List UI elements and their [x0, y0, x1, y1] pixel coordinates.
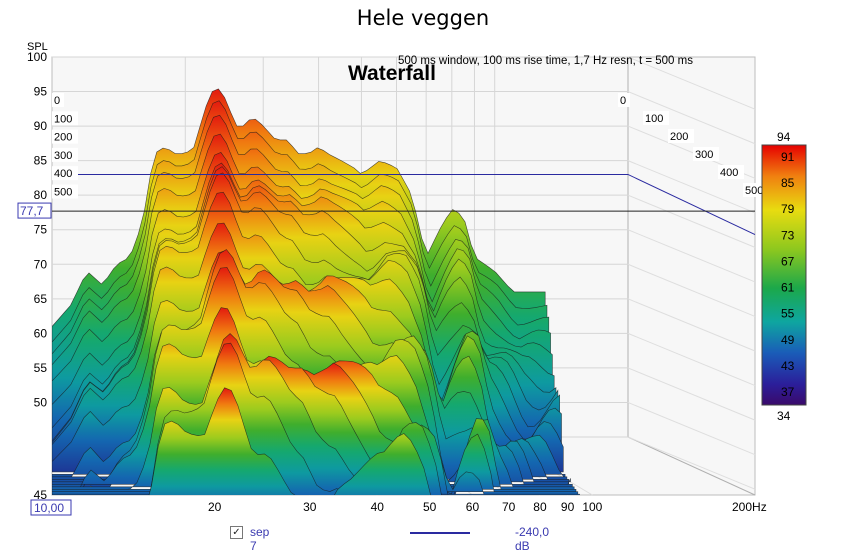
colorbar-tick-label: 55: [781, 307, 795, 321]
side-gridline: [627, 229, 756, 283]
x-tick-label: 70: [502, 500, 516, 514]
side-gridline: [627, 160, 756, 214]
colorbar-tick-label: 61: [781, 281, 795, 295]
y-tick-label: 75: [34, 223, 48, 237]
colorbar-tick-label: 79: [781, 202, 795, 216]
side-gridline: [627, 263, 756, 317]
x-start-box: [30, 499, 72, 516]
time-label-bg: [668, 129, 694, 143]
x-tick-label: 30: [303, 500, 317, 514]
side-gridline: [627, 332, 756, 387]
series-checkbox[interactable]: ✓: [230, 526, 243, 539]
chart-title: Hele veggen: [356, 6, 490, 30]
y-tick-label: 80: [34, 188, 48, 202]
time-label-right: 200: [670, 131, 688, 143]
y-tick-label: 100: [27, 50, 47, 64]
threshold-line: [52, 173, 756, 236]
cursor-value-box: [17, 202, 52, 219]
x-tick-label: 40: [371, 500, 385, 514]
time-label-bg: [718, 165, 744, 179]
colorbar-tick-label: 49: [781, 333, 795, 347]
cursor-value: 77,7: [20, 204, 44, 218]
time-label-left: 300: [54, 150, 72, 162]
legend-series-name: sep 7: [250, 525, 270, 553]
time-label-left: 400: [54, 168, 72, 180]
legend-line-swatch: [410, 532, 470, 534]
colorbar-tick-label: 91: [781, 150, 795, 164]
chart-subtitle: Waterfall: [348, 62, 436, 85]
colorbar-max-label: 94: [777, 130, 791, 144]
colorbar-tick-label: 43: [781, 359, 795, 373]
x-tick-label: 90: [561, 500, 575, 514]
y-tick-label: 90: [34, 119, 48, 133]
y-tick-label: 95: [34, 85, 48, 99]
colorbar: [761, 144, 807, 406]
time-label-left: 0: [54, 95, 60, 107]
time-label-right: 100: [645, 113, 663, 125]
time-label-bg: [52, 129, 78, 144]
side-gridline: [627, 401, 756, 456]
side-gridline: [627, 56, 756, 110]
colorbar-tick-label: 73: [781, 228, 795, 242]
time-label-right: 500: [745, 185, 763, 197]
side-gridline: [627, 367, 756, 421]
time-label-bg: [52, 147, 78, 162]
depth-edge: [627, 436, 756, 496]
x-start-label: 10,00: [34, 501, 64, 515]
x-tick-label: 20: [208, 500, 222, 514]
y-tick-label: 65: [34, 292, 48, 306]
time-label-bg: [52, 184, 78, 199]
y-tick-label: 70: [34, 257, 48, 271]
time-label-bg: [52, 166, 78, 181]
window-info: 500 ms window, 100 ms rise time, 1,7 Hz …: [398, 55, 693, 67]
time-label-bg: [52, 111, 78, 126]
side-gridline: [627, 298, 756, 352]
side-gridline: [627, 436, 756, 490]
x-tick-label: 80: [533, 500, 547, 514]
time-label-bg: [643, 111, 669, 125]
colorbar-tick-label: 67: [781, 254, 795, 268]
x-tick-label: 60: [466, 500, 480, 514]
time-label-bg: [52, 93, 64, 107]
y-tick-label: 45: [34, 488, 48, 502]
side-gridline: [627, 194, 756, 248]
x-tick-label: 100: [582, 500, 602, 514]
y-tick-label: 55: [34, 361, 48, 375]
time-label-right: 0: [620, 95, 626, 107]
colorbar-tick-label: 37: [781, 385, 795, 399]
side-gridline: [627, 91, 756, 145]
time-label-right: 400: [720, 167, 738, 179]
y-tick-label: 85: [34, 154, 48, 168]
x-tick-label: 50: [423, 500, 437, 514]
time-label-left: 200: [54, 132, 72, 144]
x-end-label: 200Hz: [732, 500, 767, 514]
waterfall-slice: [148, 387, 431, 495]
time-label-bg: [693, 147, 719, 161]
y-tick-label: 50: [34, 395, 48, 409]
colorbar-tick-label: 85: [781, 176, 795, 190]
time-label-left: 100: [54, 113, 72, 125]
y-tick-label: 60: [34, 326, 48, 340]
colorbar-min-label: 34: [777, 409, 791, 423]
y-axis-label: SPL: [27, 41, 48, 53]
time-label-bg: [618, 93, 630, 107]
time-label-left: 500: [54, 187, 72, 199]
time-label-right: 300: [695, 149, 713, 161]
